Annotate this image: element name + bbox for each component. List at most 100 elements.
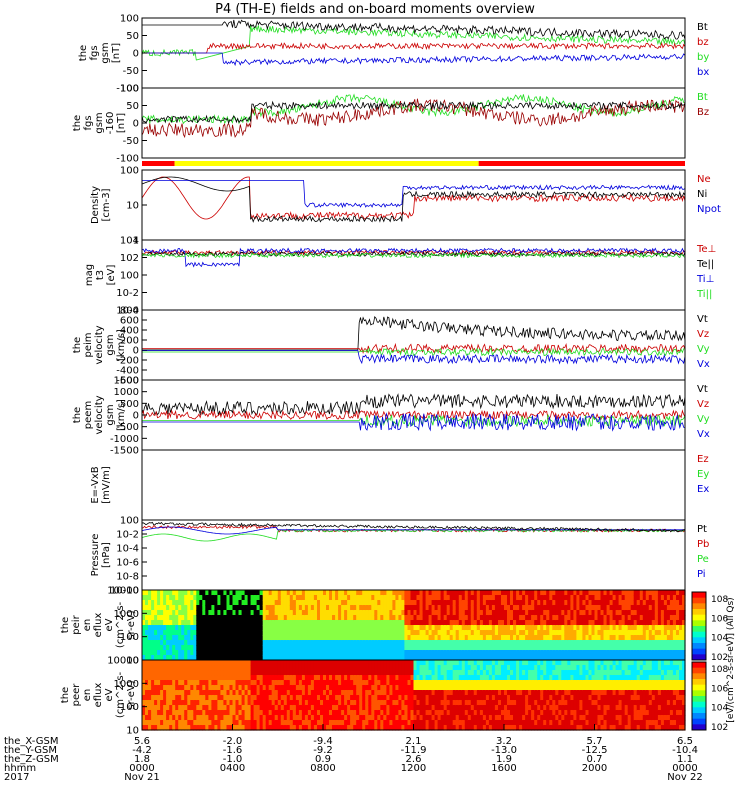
y-tick-label: 100 [120,14,139,25]
trace-peim-vy [142,347,686,357]
y-tick-label: 100 [120,702,139,713]
y-tick-label: 400 [120,326,139,337]
trace-bt2 [141,100,686,125]
colorbar-ion-swatch [692,637,706,644]
y-axis-label: velocity [94,325,105,364]
y-axis-label: fgs [89,45,100,60]
legend-fgs-1: bz [697,37,709,48]
trace-ni [141,176,686,223]
colorbar-ion-swatch [692,648,706,655]
trace-npot [142,180,686,209]
legend-peim_velocity-1: Vz [697,329,709,340]
trace-peem-vx [142,412,685,432]
trace-peim-vx [142,350,686,365]
trace-ti-par [141,252,686,259]
y-tick-label: -500 [116,422,139,433]
legend-density-0: Ne [697,174,711,185]
colorbar-ele-swatch [692,696,706,703]
y-axis-label: [mV/m] [101,466,112,504]
panel-frame-efield [141,449,686,521]
y-tick-label: 500 [120,399,139,410]
x-row-label: the_Z-GSM [4,754,59,765]
status-bar-red-right [478,161,685,166]
y-axis-label: sr-eV) [126,680,137,709]
y-tick-label: 50 [126,101,139,112]
x-tick-label: -9.4 [313,736,333,747]
y-axis-label: Pressure [90,534,101,577]
y-axis-label: sr-eV) [126,610,137,639]
legend-temperature-2: Ti⊥ [696,274,714,285]
y-tick-label: 10 [126,201,139,212]
y-tick-label: 1000 [114,387,139,398]
legend-peim_velocity-0: Vt [697,314,708,325]
trace-peem-vy [142,413,686,428]
x-tick-label: 0.9 [315,754,331,765]
legend-density-2: Npot [697,204,721,215]
y-tick-label: 10-2 [116,530,139,541]
y-axis-label: velocity [94,395,105,434]
panel-frame-peim_velocity [141,309,686,381]
x-tick-label: 1.8 [134,754,150,765]
x-tick-label: -4.2 [132,745,152,756]
panel-frame-fgs_angles [141,87,686,159]
legend-fgs-0: Bt [697,22,708,33]
trace-bt [142,19,686,40]
y-tick-label: 0 [133,411,139,422]
legend-peem_velocity-3: Vx [697,429,710,440]
y-tick-label: 100 [120,632,139,643]
y-tick-label: 100 [120,166,139,177]
y-tick-label: 50 [126,31,139,42]
y-axis-label: eV [104,618,115,631]
y-tick-label: 10-10 [110,586,139,597]
trace-bx [142,52,686,67]
colorbar-ion-tick: 102 [711,653,728,663]
y-tick-label: -1500 [110,446,139,457]
y-axis-label: E=-VxB [90,466,101,503]
legend-pressure-0: Pt [697,524,707,535]
y-tick-label: 1000 [114,609,139,620]
legend-efield-0: Ez [697,454,709,465]
legend-peim_velocity-2: Vy [697,344,710,355]
x-tick-label: 2000 [582,763,607,774]
x-tick-label: 2.1 [406,736,422,747]
y-tick-label: 102 [120,253,139,264]
legend-fgs-2: by [697,52,709,63]
colorbar-ele-swatch [692,701,706,708]
y-tick-label: 0 [133,346,139,357]
y-tick-label: -50 [123,136,139,147]
y-tick-label: -100 [116,154,139,165]
y-axis-label: gsm [105,334,116,355]
x-tick-label: -11.9 [401,745,427,756]
x-row-label: the_X-GSM [4,736,58,747]
colorbar-ion-swatch [692,614,706,621]
y-axis-label: gsm [94,112,105,133]
colorbar-ele-swatch [692,707,706,714]
y-tick-label: -50 [123,66,139,77]
colorbar-ion-swatch [692,626,706,633]
y-axis-label: gsm [105,404,116,425]
y-axis-label: the [60,617,71,633]
y-tick-label: 104 [120,236,139,247]
x-tick-label: 0.7 [587,754,603,765]
colorbar-ele-tick: 102 [711,723,728,733]
y-axis-label: eV [104,688,115,701]
colorbar-label: [eV/(cm^2-s-sr-eV)] (All Qs) [726,597,736,722]
trace-by [141,24,686,61]
legend-density-1: Ni [697,189,707,200]
x-tick-label: 3.2 [496,736,512,747]
x-tick-label: -9.2 [313,745,333,756]
legend-pressure-2: Pe [697,554,709,565]
colorbar-ion-swatch [692,609,706,616]
y-axis-label: [eV] [106,265,117,286]
x-row-label: the_Y-GSM [4,745,57,756]
colorbar-ion-frame [691,591,707,661]
legend-peem_velocity-2: Vy [697,414,710,425]
colorbar-ion-tick: 106 [711,614,728,624]
y-tick-label: 10-4 [116,544,139,555]
y-tick-label: -1000 [110,434,139,445]
trace-b-angle [141,93,686,125]
y-axis-label: the [72,337,83,353]
legend-efield-1: Ey [697,469,709,480]
colorbar-ele-swatch [692,679,706,686]
y-axis-label: peer [71,683,82,707]
